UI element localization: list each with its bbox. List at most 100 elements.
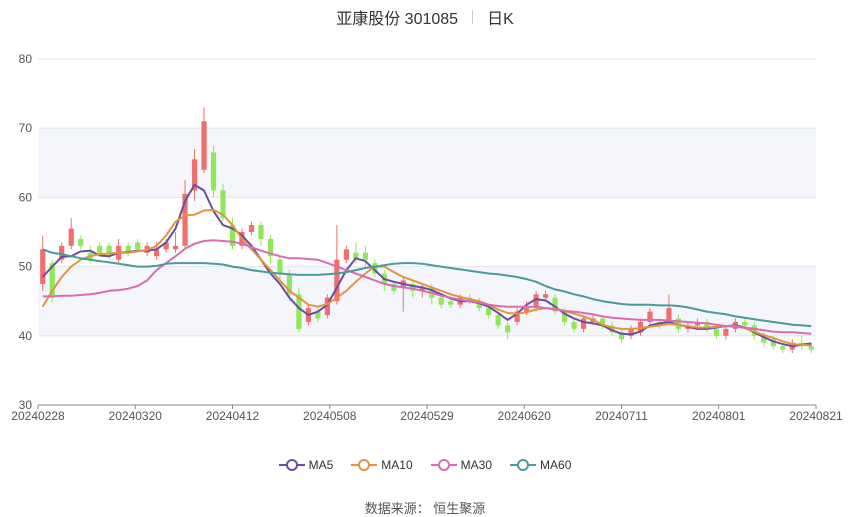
candle-body bbox=[666, 308, 672, 322]
candle-body bbox=[286, 273, 293, 295]
y-tick-label: 50 bbox=[19, 260, 33, 274]
chart-title: 亚康股份 301085 bbox=[336, 11, 459, 28]
candle-body bbox=[362, 252, 368, 260]
legend-label: MA60 bbox=[540, 458, 572, 472]
candle-body bbox=[210, 152, 217, 191]
legend-item-ma10[interactable]: MA10 bbox=[351, 458, 413, 472]
candle-body bbox=[609, 325, 615, 333]
candle-body bbox=[59, 245, 65, 260]
candle-body bbox=[258, 225, 264, 239]
candle-body bbox=[248, 225, 255, 232]
candle-body bbox=[172, 245, 179, 250]
candle-body bbox=[723, 328, 729, 336]
candle-body bbox=[68, 228, 74, 246]
legend-swatch bbox=[351, 458, 378, 472]
candle-body bbox=[191, 159, 198, 191]
candle-body bbox=[770, 339, 776, 347]
candle-body bbox=[486, 308, 492, 316]
x-tick-label: 20240711 bbox=[595, 409, 648, 423]
candle-body bbox=[296, 294, 302, 329]
legend-item-ma30[interactable]: MA30 bbox=[430, 458, 493, 472]
candle-body bbox=[353, 252, 359, 260]
candle-body bbox=[343, 249, 349, 260]
legend-item-ma60[interactable]: MA60 bbox=[510, 458, 571, 472]
candle-body bbox=[372, 263, 378, 274]
candle-body bbox=[552, 297, 558, 312]
candle-body bbox=[533, 294, 539, 309]
legend-item-ma5[interactable]: MA5 bbox=[278, 458, 334, 472]
candle-body bbox=[524, 308, 530, 312]
candle-body bbox=[514, 311, 520, 322]
plot-band bbox=[38, 128, 816, 198]
period-label: 日K bbox=[487, 11, 514, 28]
legend-label: MA5 bbox=[308, 458, 334, 472]
candle-body bbox=[561, 311, 568, 322]
candle-body bbox=[97, 245, 103, 253]
x-tick-label: 20240412 bbox=[206, 409, 260, 423]
candle-body bbox=[580, 318, 587, 329]
x-tick-label: 20240821 bbox=[789, 409, 843, 423]
candle-body bbox=[713, 328, 719, 336]
candle-body bbox=[78, 238, 84, 246]
chart-legend[interactable]: MA5 MA10 MA30 MA60 bbox=[0, 458, 850, 472]
candle-body bbox=[599, 318, 606, 326]
candle-body bbox=[410, 283, 416, 291]
candle-body bbox=[334, 259, 340, 302]
legend-swatch bbox=[278, 458, 305, 472]
x-tick-label: 20240320 bbox=[109, 409, 163, 423]
candle-body bbox=[277, 259, 283, 274]
x-tick-label: 20240801 bbox=[692, 409, 746, 423]
x-tick-label: 20240620 bbox=[498, 409, 552, 423]
legend-label: MA10 bbox=[381, 458, 413, 472]
candle-body bbox=[808, 346, 814, 350]
candle-body bbox=[419, 287, 425, 291]
legend-label: MA30 bbox=[460, 458, 493, 472]
candle-body bbox=[106, 245, 112, 253]
plot-band bbox=[38, 266, 816, 336]
candle-body bbox=[125, 245, 131, 253]
candle-body bbox=[315, 311, 321, 319]
candle-body bbox=[135, 242, 141, 250]
candle-body bbox=[49, 263, 55, 298]
candle-body bbox=[229, 225, 236, 246]
candle-body bbox=[571, 321, 577, 329]
candle-body bbox=[448, 301, 454, 305]
candle-body bbox=[704, 321, 710, 329]
candle-body bbox=[476, 301, 482, 309]
series-line-ma10 bbox=[41, 208, 812, 347]
candle-body bbox=[628, 328, 634, 336]
series-line-ma30 bbox=[42, 239, 812, 335]
candle-body bbox=[220, 190, 226, 219]
candle-body bbox=[505, 325, 511, 333]
candle-body bbox=[780, 346, 786, 350]
candle-body bbox=[324, 297, 330, 316]
y-tick-label: 30 bbox=[19, 398, 33, 412]
title-divider bbox=[472, 10, 474, 24]
x-tick-label: 20240508 bbox=[303, 409, 357, 423]
y-tick-label: 70 bbox=[19, 121, 33, 135]
candle-body bbox=[495, 315, 501, 326]
x-tick-label: 20240228 bbox=[11, 409, 65, 423]
candle-body bbox=[153, 249, 160, 257]
candle-body bbox=[201, 121, 207, 170]
candle-body bbox=[637, 321, 644, 333]
candle-body bbox=[761, 335, 767, 343]
x-tick-label: 20240529 bbox=[400, 409, 454, 423]
candle-body bbox=[391, 283, 397, 291]
y-tick-label: 80 bbox=[19, 52, 33, 66]
data-source: 数据来源： 恒生聚源 bbox=[364, 501, 486, 516]
series-line-ma60 bbox=[42, 248, 812, 328]
candle-body bbox=[618, 332, 625, 340]
candle-body bbox=[438, 297, 444, 305]
y-tick-label: 40 bbox=[19, 329, 33, 343]
candle-body bbox=[647, 311, 653, 322]
candle-body bbox=[40, 249, 46, 284]
candle-body bbox=[163, 242, 169, 250]
candle-body bbox=[182, 193, 188, 246]
candle-body bbox=[267, 238, 274, 257]
candle-body bbox=[542, 294, 549, 298]
legend-swatch bbox=[430, 458, 457, 472]
candle-body bbox=[742, 321, 748, 326]
y-tick-label: 60 bbox=[19, 190, 33, 204]
